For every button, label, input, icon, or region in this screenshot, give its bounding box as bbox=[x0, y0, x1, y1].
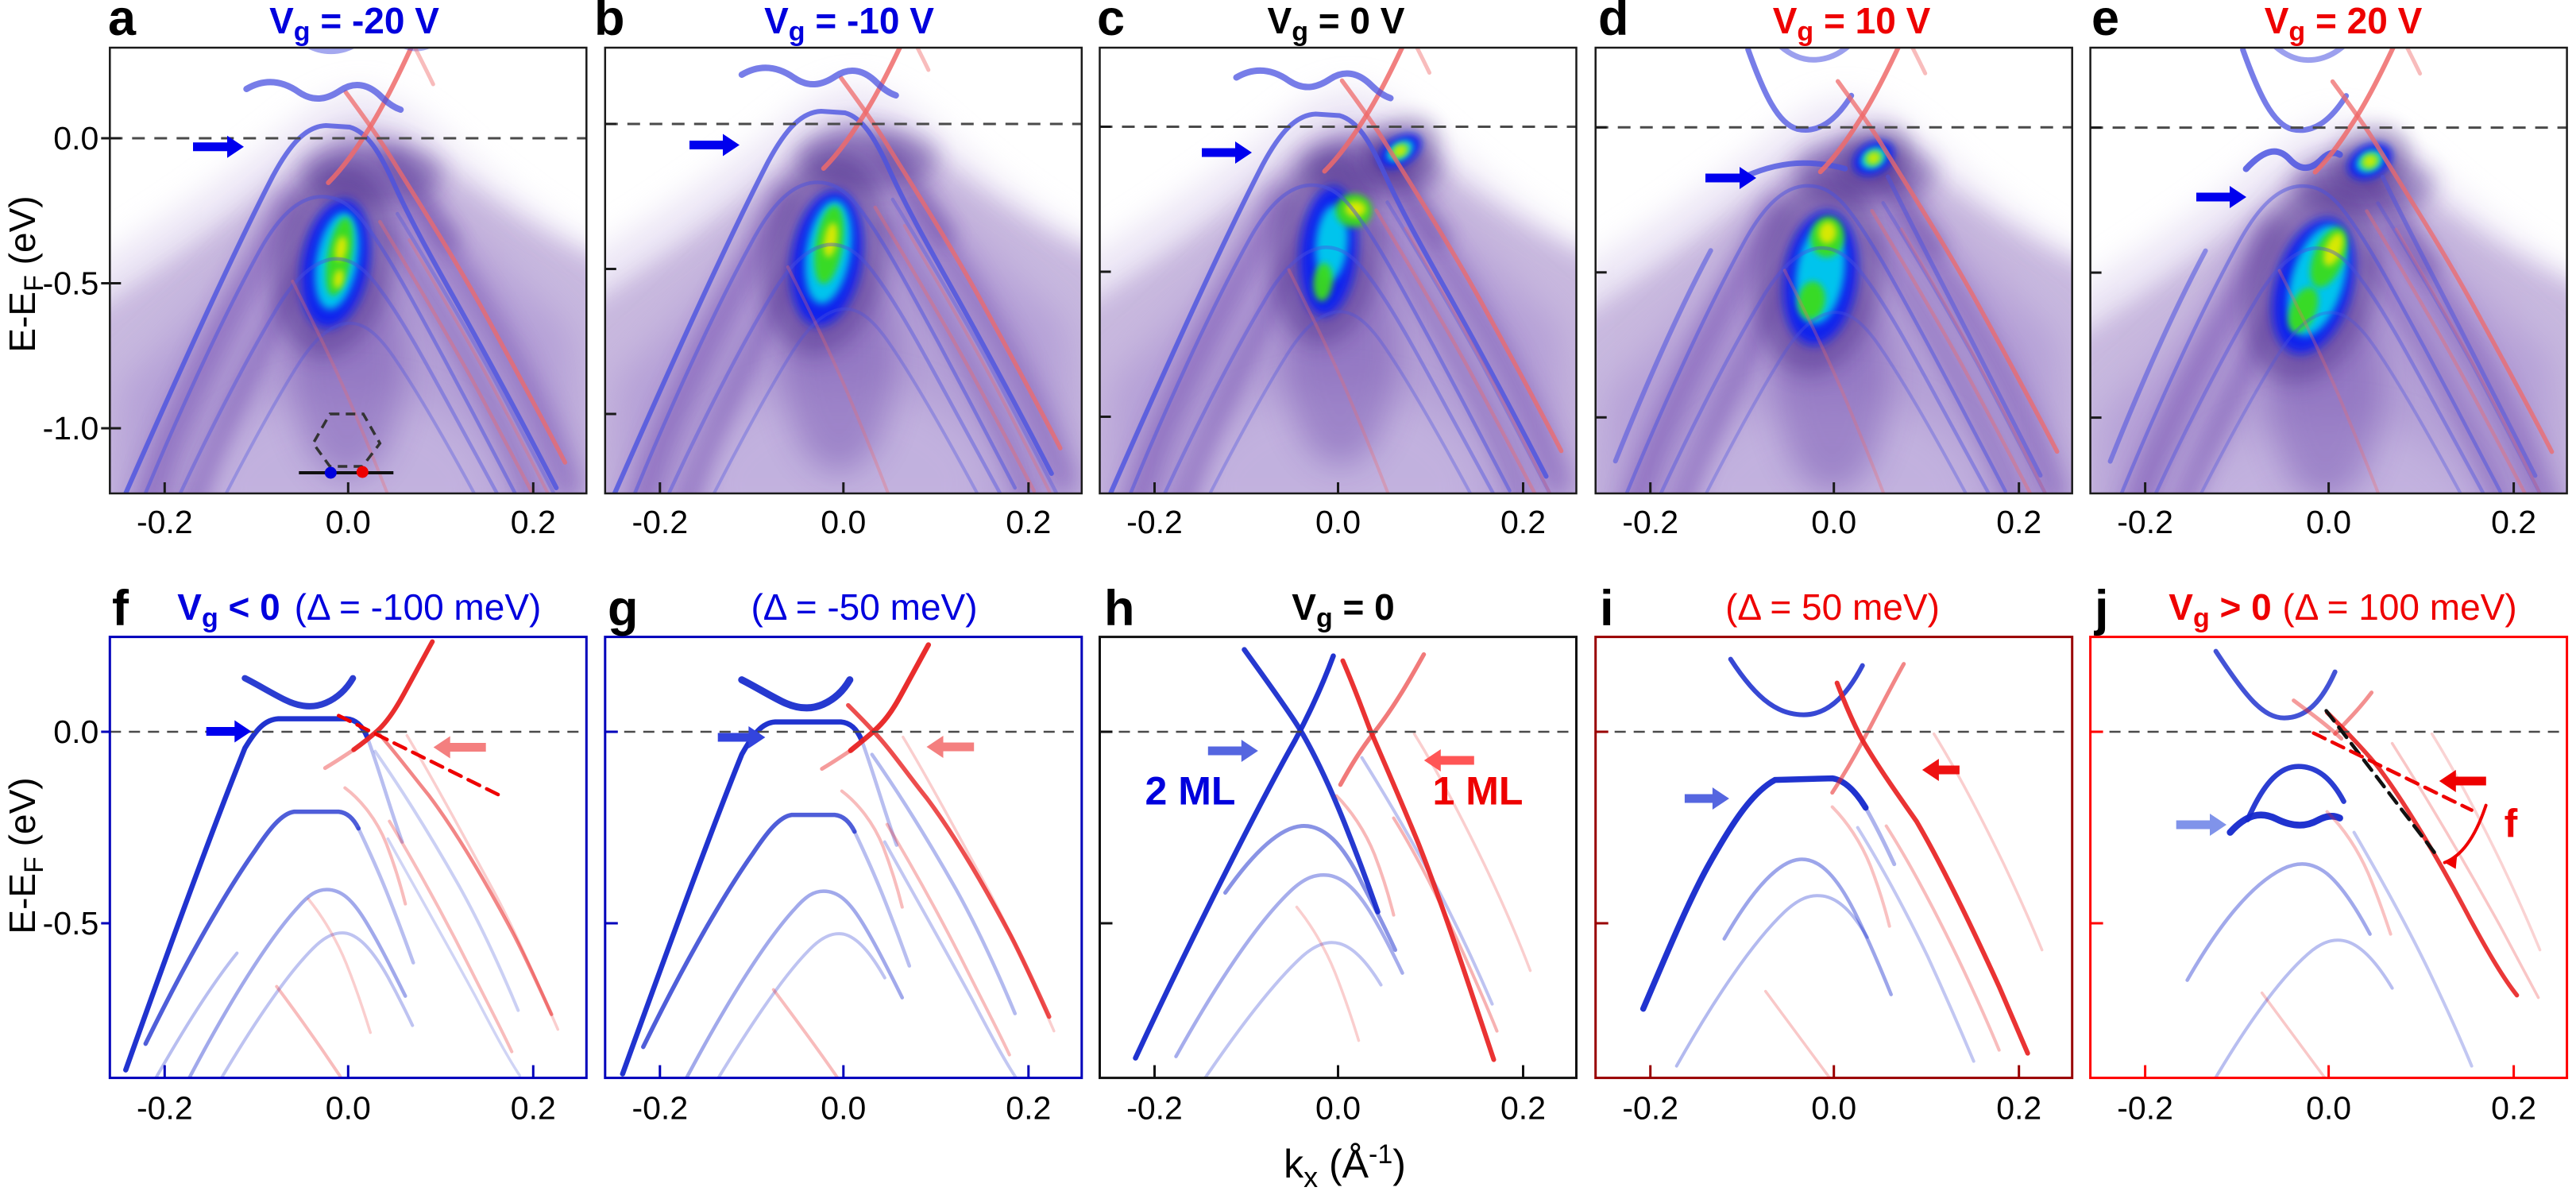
svg-text:0.0: 0.0 bbox=[1315, 504, 1361, 540]
svg-text:0.0: 0.0 bbox=[326, 1090, 371, 1127]
svg-text:g: g bbox=[608, 581, 638, 636]
svg-text:-0.2: -0.2 bbox=[137, 1090, 193, 1127]
svg-text:(Δ = 100 meV): (Δ = 100 meV) bbox=[2282, 586, 2516, 628]
svg-text:-0.2: -0.2 bbox=[631, 1090, 688, 1127]
svg-text:-0.5: -0.5 bbox=[43, 905, 99, 942]
svg-text:e: e bbox=[2091, 0, 2119, 46]
svg-text:0.2: 0.2 bbox=[2491, 1090, 2536, 1127]
svg-text:0.2: 0.2 bbox=[2491, 504, 2536, 540]
svg-text:0.2: 0.2 bbox=[1006, 504, 1051, 540]
svg-text:0.2: 0.2 bbox=[511, 1090, 556, 1127]
svg-text:kx (Å-1): kx (Å-1) bbox=[1284, 1139, 1406, 1191]
svg-text:h: h bbox=[1104, 581, 1134, 636]
svg-text:0.0: 0.0 bbox=[821, 504, 866, 540]
svg-text:b: b bbox=[594, 0, 624, 46]
svg-text:0.0: 0.0 bbox=[1315, 1090, 1361, 1127]
svg-text:f: f bbox=[2505, 802, 2518, 846]
svg-text:0.0: 0.0 bbox=[1811, 1090, 1856, 1127]
svg-text:0.0: 0.0 bbox=[326, 504, 371, 540]
svg-text:-0.2: -0.2 bbox=[2117, 504, 2173, 540]
svg-text:0.2: 0.2 bbox=[1500, 504, 1546, 540]
svg-text:(Δ = -100 meV): (Δ = -100 meV) bbox=[295, 586, 542, 628]
svg-text:0.0: 0.0 bbox=[53, 120, 98, 157]
svg-text:Vg = 0 V: Vg = 0 V bbox=[1268, 0, 1405, 47]
svg-text:Vg = 0: Vg = 0 bbox=[1292, 586, 1394, 633]
svg-text:E-EF (eV): E-EF (eV) bbox=[2, 195, 49, 352]
svg-text:E-EF (eV): E-EF (eV) bbox=[2, 777, 49, 934]
svg-text:-0.2: -0.2 bbox=[2117, 1090, 2173, 1127]
svg-text:-0.2: -0.2 bbox=[137, 504, 193, 540]
svg-text:(Δ = -50 meV): (Δ = -50 meV) bbox=[751, 586, 977, 628]
svg-text:0.0: 0.0 bbox=[1811, 504, 1856, 540]
svg-text:(Δ = 50 meV): (Δ = 50 meV) bbox=[1725, 586, 1940, 628]
svg-text:Vg < 0: Vg < 0 bbox=[177, 586, 280, 633]
svg-text:-1.0: -1.0 bbox=[43, 410, 99, 447]
svg-text:-0.2: -0.2 bbox=[1622, 1090, 1678, 1127]
svg-text:0.0: 0.0 bbox=[53, 714, 98, 750]
svg-text:j: j bbox=[2094, 581, 2109, 636]
svg-text:-0.2: -0.2 bbox=[1622, 504, 1678, 540]
svg-text:c: c bbox=[1097, 0, 1125, 46]
svg-text:-0.2: -0.2 bbox=[631, 504, 688, 540]
svg-text:-0.2: -0.2 bbox=[1126, 504, 1183, 540]
svg-text:1 ML: 1 ML bbox=[1433, 769, 1524, 814]
svg-text:d: d bbox=[1598, 0, 1628, 46]
svg-text:0.2: 0.2 bbox=[1996, 1090, 2041, 1127]
svg-text:Vg > 0: Vg > 0 bbox=[2169, 586, 2271, 633]
svg-text:f: f bbox=[112, 581, 129, 636]
svg-text:0.0: 0.0 bbox=[821, 1090, 866, 1127]
svg-text:Vg = 10 V: Vg = 10 V bbox=[1773, 0, 1931, 47]
svg-text:-0.5: -0.5 bbox=[43, 265, 99, 302]
svg-text:2 ML: 2 ML bbox=[1145, 769, 1236, 814]
svg-text:i: i bbox=[1600, 581, 1614, 636]
svg-text:Vg = 20 V: Vg = 20 V bbox=[2265, 0, 2423, 47]
svg-text:0.2: 0.2 bbox=[1500, 1090, 1546, 1127]
svg-text:0.2: 0.2 bbox=[1996, 504, 2041, 540]
svg-text:0.0: 0.0 bbox=[2306, 1090, 2351, 1127]
svg-text:0.2: 0.2 bbox=[511, 504, 556, 540]
svg-text:-0.2: -0.2 bbox=[1126, 1090, 1183, 1127]
svg-text:a: a bbox=[108, 0, 137, 46]
svg-text:0.0: 0.0 bbox=[2306, 504, 2351, 540]
svg-text:0.2: 0.2 bbox=[1006, 1090, 1051, 1127]
